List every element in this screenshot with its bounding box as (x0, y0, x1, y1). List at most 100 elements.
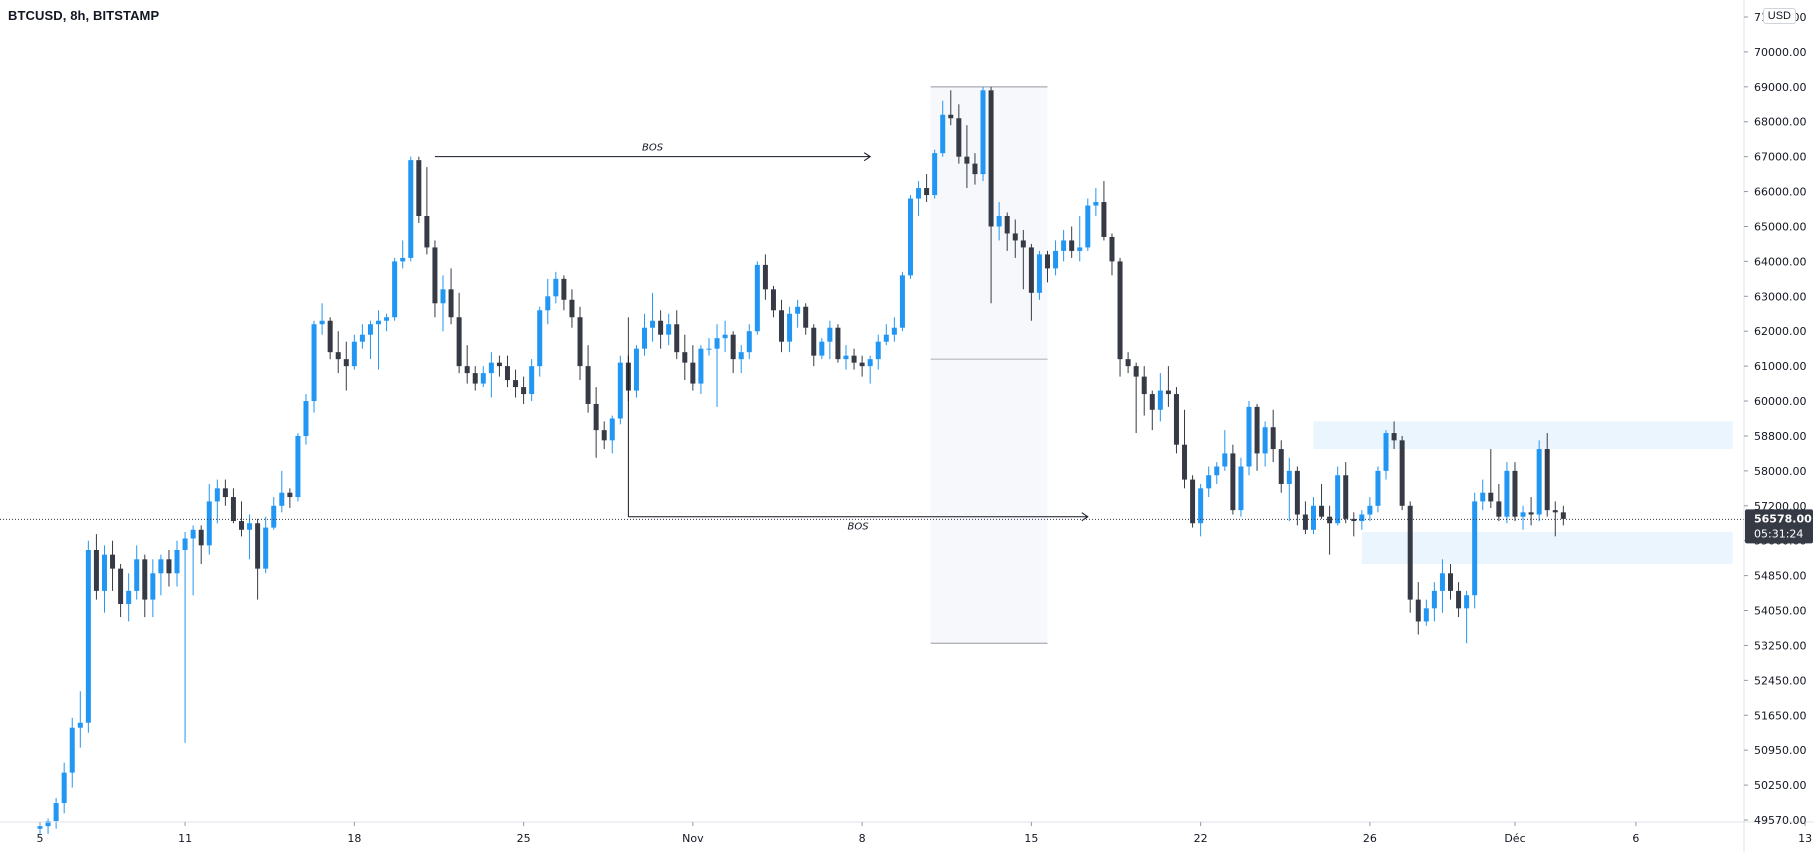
candle-body-156 (1294, 470, 1300, 515)
candle-body-90 (762, 264, 768, 290)
candle-body-48 (424, 216, 430, 248)
candle-body-181 (1496, 501, 1502, 517)
candle-body-152 (1262, 427, 1268, 454)
candle-body-159 (1319, 505, 1325, 517)
candle-body-173 (1431, 590, 1437, 609)
candle-body-45 (400, 257, 406, 262)
candle-body-26 (247, 523, 253, 530)
candle-body-55 (480, 373, 486, 384)
candle-body-142 (1182, 444, 1188, 480)
price-tick-label-9: 62000.00 (1754, 325, 1807, 338)
candle-body-189 (1560, 512, 1566, 519)
candle-body-97 (819, 341, 825, 356)
candle-body-94 (795, 306, 801, 314)
candle-body-103 (867, 359, 873, 367)
candle-body-30 (279, 492, 285, 506)
candle-body-126 (1053, 250, 1059, 269)
candle-body-140 (1165, 390, 1171, 395)
time-tick-label-7: 22 (1194, 832, 1208, 845)
candle-body-15 (158, 559, 164, 574)
candle-body-102 (859, 362, 865, 367)
candle-body-88 (746, 331, 752, 353)
candle-body-0 (37, 826, 43, 829)
candle-body-54 (472, 373, 478, 384)
time-tick-label-0: 5 (37, 832, 44, 845)
price-tick-label-2: 69000.00 (1754, 81, 1807, 94)
candle-body-14 (150, 573, 156, 600)
candle-body-84 (714, 338, 720, 349)
candle-body-87 (738, 352, 744, 360)
candle-body-134 (1117, 261, 1123, 360)
time-tick-label-8: 26 (1363, 832, 1377, 845)
candle-body-2 (53, 803, 59, 822)
candle-body-158 (1310, 505, 1316, 530)
candle-body-141 (1173, 394, 1179, 445)
candle-body-75 (642, 327, 647, 349)
candle-body-121 (1012, 233, 1018, 241)
candle-body-172 (1423, 608, 1429, 622)
candle-body-60 (521, 387, 527, 395)
price-tick-label-20: 51650.00 (1754, 709, 1807, 722)
candle-body-31 (287, 492, 293, 498)
price-tick-label-1: 70000.00 (1754, 46, 1807, 59)
candle-body-62 (537, 310, 543, 367)
candle-body-1 (45, 821, 51, 827)
candle-body-40 (359, 334, 365, 342)
price-tick-label-22: 50250.00 (1754, 779, 1807, 792)
candle-body-86 (730, 334, 736, 360)
candle-body-157 (1302, 514, 1308, 530)
candle-body-19 (190, 529, 196, 539)
candle-body-135 (1125, 359, 1131, 367)
candle-body-85 (722, 334, 728, 339)
candle-body-13 (142, 559, 148, 600)
candle-body-33 (303, 401, 309, 436)
candle-body-82 (698, 348, 704, 384)
candle-body-160 (1327, 516, 1333, 524)
candle-body-129 (1077, 247, 1083, 251)
candle-body-4 (69, 727, 75, 773)
candle-body-32 (295, 435, 301, 498)
candle-body-63 (545, 296, 551, 311)
candle-body-58 (504, 366, 510, 381)
candle-body-114 (956, 118, 962, 157)
candle-body-81 (690, 362, 696, 384)
candle-body-77 (658, 320, 664, 335)
candle-body-28 (263, 527, 269, 569)
candle-body-143 (1190, 479, 1196, 524)
candle-body-178 (1472, 501, 1478, 596)
candle-body-72 (617, 362, 623, 419)
candle-body-113 (948, 114, 954, 119)
candle-body-136 (1133, 366, 1139, 377)
candle-body-112 (940, 114, 946, 154)
candle-body-147 (1222, 453, 1228, 467)
price-tick-label-23: 49570.00 (1754, 814, 1807, 827)
candle-body-100 (843, 355, 849, 360)
last-price-value: 56578.00 (1754, 512, 1812, 525)
candle-body-38 (343, 359, 349, 367)
candle-body-95 (803, 306, 809, 328)
candle-body-99 (835, 327, 841, 360)
candle-body-68 (585, 366, 591, 404)
candle-body-179 (1480, 492, 1486, 502)
candle-body-165 (1367, 505, 1373, 515)
candle-body-16 (166, 559, 172, 574)
candle-body-83 (706, 348, 712, 350)
candle-body-57 (496, 362, 502, 367)
candle-body-42 (376, 320, 382, 325)
candle-body-132 (1101, 202, 1107, 237)
supply-demand-zone-1 (1361, 531, 1733, 564)
currency-button[interactable]: USD (1762, 8, 1796, 24)
candle-body-185 (1528, 512, 1534, 515)
candle-body-98 (827, 327, 833, 342)
candle-body-35 (319, 320, 325, 325)
last-price-countdown: 05:31:24 (1754, 527, 1803, 540)
supply-demand-zone-0 (1313, 421, 1733, 450)
candle-body-167 (1383, 433, 1389, 471)
candle-body-96 (811, 327, 817, 356)
candle-body-150 (1246, 406, 1252, 467)
candle-body-56 (488, 362, 494, 374)
candle-body-110 (924, 188, 930, 196)
candle-body-80 (682, 352, 688, 363)
